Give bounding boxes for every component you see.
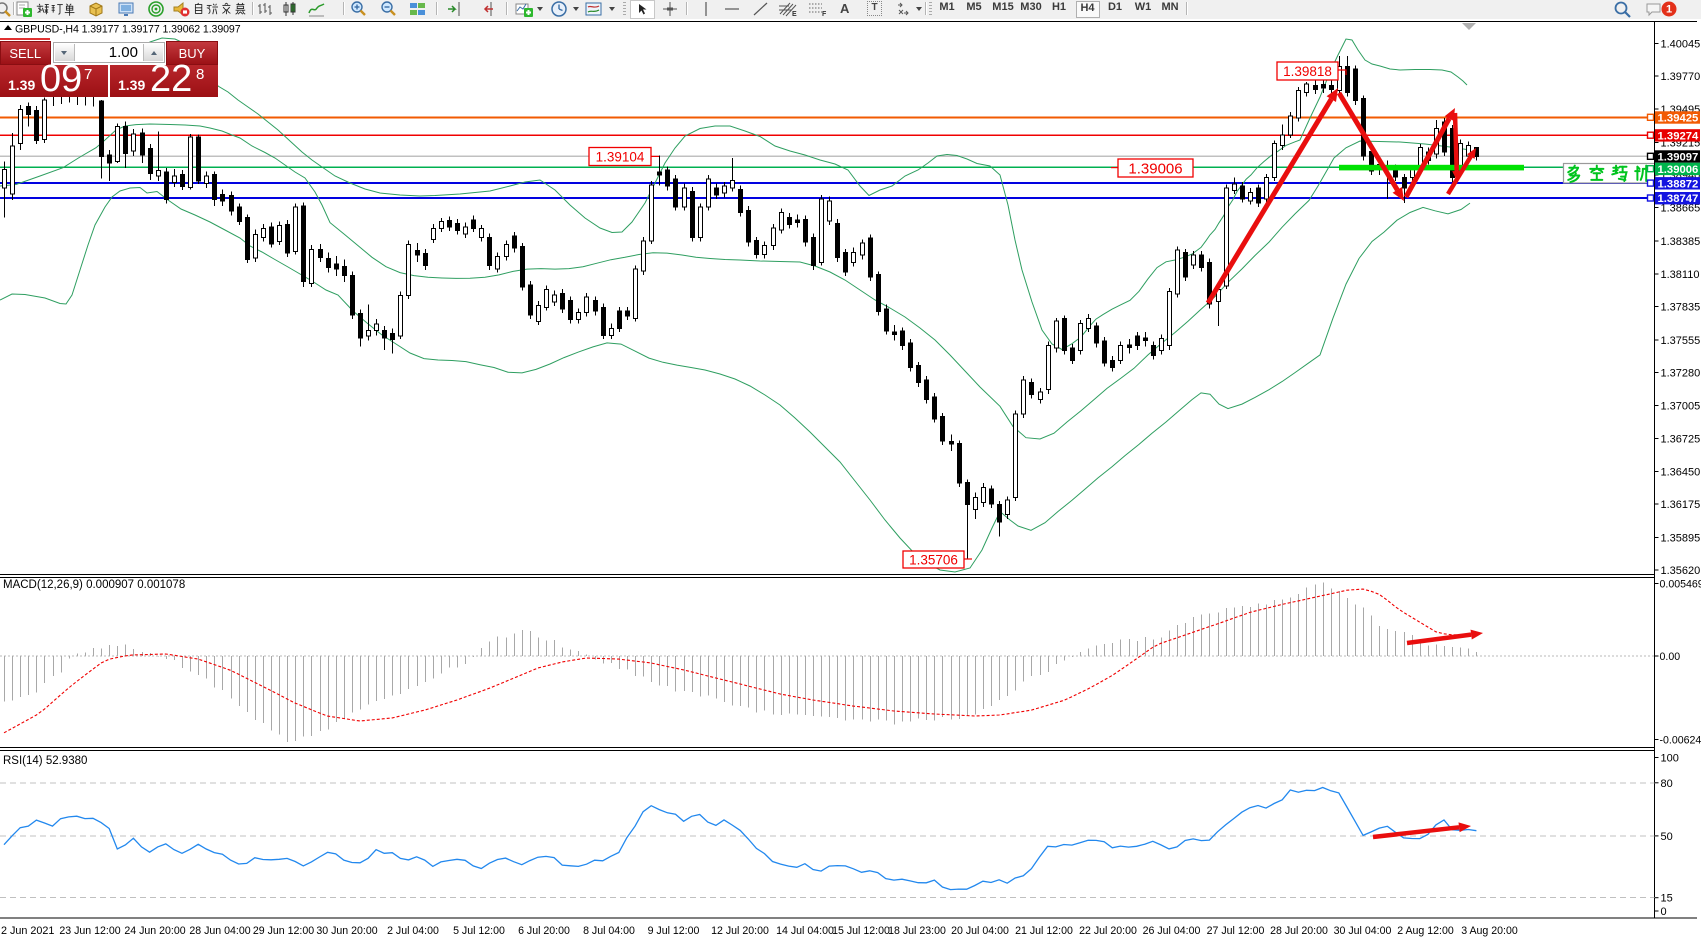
svg-text:1.40045: 1.40045 xyxy=(1661,39,1701,51)
svg-text:6 Jul 20:00: 6 Jul 20:00 xyxy=(518,925,570,937)
svg-text:14 Jul 04:00: 14 Jul 04:00 xyxy=(776,925,834,937)
svg-text:1.38385: 1.38385 xyxy=(1661,236,1701,248)
svg-text:1.39097: 1.39097 xyxy=(1658,152,1699,164)
svg-text:5 Jul 12:00: 5 Jul 12:00 xyxy=(453,925,505,937)
svg-text:15: 15 xyxy=(1661,893,1673,905)
svg-text:23 Jun 12:00: 23 Jun 12:00 xyxy=(59,925,120,937)
svg-text:1: 1 xyxy=(1666,4,1672,16)
svg-text:50: 50 xyxy=(1661,831,1673,843)
svg-text:80: 80 xyxy=(1661,778,1673,790)
svg-text:0.005469: 0.005469 xyxy=(1660,579,1701,591)
svg-text:-0.006245: -0.006245 xyxy=(1660,735,1701,747)
svg-text:1.36450: 1.36450 xyxy=(1661,466,1701,478)
svg-text:2 Aug 12:00: 2 Aug 12:00 xyxy=(1397,925,1454,937)
svg-text:15 Jul 12:00: 15 Jul 12:00 xyxy=(832,925,890,937)
svg-text:12 Jul 20:00: 12 Jul 20:00 xyxy=(711,925,769,937)
svg-text:1.39770: 1.39770 xyxy=(1661,71,1701,83)
svg-text:100: 100 xyxy=(1661,753,1679,765)
svg-text:0.00: 0.00 xyxy=(1660,651,1681,663)
svg-text:1.37280: 1.37280 xyxy=(1661,368,1701,380)
svg-text:1.39425: 1.39425 xyxy=(1658,113,1699,125)
svg-text:21 Jul 12:00: 21 Jul 12:00 xyxy=(1015,925,1073,937)
svg-text:28 Jul 20:00: 28 Jul 20:00 xyxy=(1270,925,1328,937)
svg-text:26 Jul 04:00: 26 Jul 04:00 xyxy=(1143,925,1201,937)
svg-text:1.35620: 1.35620 xyxy=(1661,565,1701,577)
svg-text:0: 0 xyxy=(1661,906,1667,918)
svg-text:1.39104: 1.39104 xyxy=(596,149,645,164)
svg-text:1.39274: 1.39274 xyxy=(1658,130,1700,142)
svg-text:2 Jul 04:00: 2 Jul 04:00 xyxy=(387,925,439,937)
svg-text:1.35895: 1.35895 xyxy=(1661,532,1701,544)
svg-text:3 Aug 20:00: 3 Aug 20:00 xyxy=(1461,925,1518,937)
svg-text:MACD(12,26,9) 0.000907 0.00107: MACD(12,26,9) 0.000907 0.001078 xyxy=(3,579,185,591)
svg-text:1.36725: 1.36725 xyxy=(1661,434,1701,446)
svg-text:1.38872: 1.38872 xyxy=(1658,178,1699,190)
svg-text:30 Jun 20:00: 30 Jun 20:00 xyxy=(316,925,377,937)
svg-text:24 Jun 20:00: 24 Jun 20:00 xyxy=(124,925,185,937)
svg-text:29 Jun 12:00: 29 Jun 12:00 xyxy=(253,925,314,937)
svg-text:RSI(14) 52.9380: RSI(14) 52.9380 xyxy=(3,755,87,767)
svg-text:20 Jul 04:00: 20 Jul 04:00 xyxy=(951,925,1009,937)
svg-text:GBPUSD-,H4 1.39177 1.39177 1.3: GBPUSD-,H4 1.39177 1.39177 1.39062 1.390… xyxy=(15,24,241,36)
svg-text:1.39006: 1.39006 xyxy=(1658,164,1699,176)
svg-text:1.37835: 1.37835 xyxy=(1661,302,1701,314)
svg-text:1.36175: 1.36175 xyxy=(1661,499,1701,511)
svg-text:9 Jul 12:00: 9 Jul 12:00 xyxy=(648,925,700,937)
svg-text:F: F xyxy=(822,11,827,18)
svg-text:1.35706: 1.35706 xyxy=(909,552,958,567)
svg-text:22 Jul 20:00: 22 Jul 20:00 xyxy=(1079,925,1137,937)
svg-text:2 Jun 2021: 2 Jun 2021 xyxy=(1,925,54,937)
svg-text:1.37005: 1.37005 xyxy=(1661,400,1701,412)
svg-text:1.39818: 1.39818 xyxy=(1283,64,1332,79)
svg-text:1.39006: 1.39006 xyxy=(1128,160,1182,177)
svg-text:28 Jun 04:00: 28 Jun 04:00 xyxy=(189,925,250,937)
svg-text:1.38110: 1.38110 xyxy=(1661,269,1700,281)
svg-text:27 Jul 12:00: 27 Jul 12:00 xyxy=(1207,925,1265,937)
svg-text:1.37555: 1.37555 xyxy=(1661,335,1701,347)
svg-text:30 Jul 04:00: 30 Jul 04:00 xyxy=(1334,925,1392,937)
svg-text:18 Jul 23:00: 18 Jul 23:00 xyxy=(888,925,946,937)
svg-text:E: E xyxy=(792,11,797,18)
svg-text:1.38747: 1.38747 xyxy=(1658,193,1699,205)
svg-text:8 Jul 04:00: 8 Jul 04:00 xyxy=(583,925,635,937)
